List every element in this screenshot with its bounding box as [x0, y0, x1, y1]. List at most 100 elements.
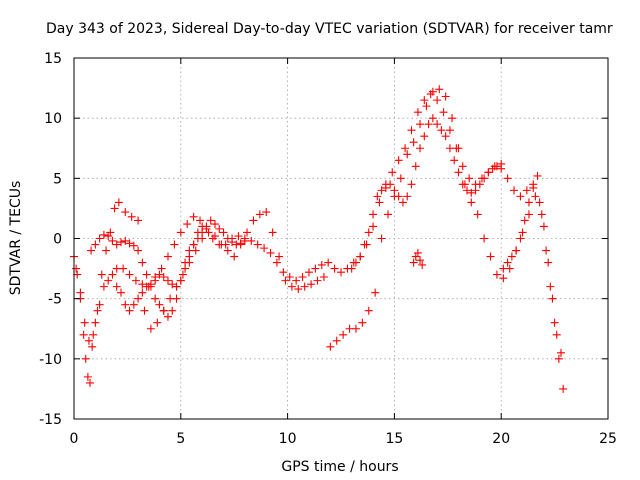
data-point — [157, 264, 166, 273]
data-point — [377, 186, 386, 195]
data-point — [522, 186, 531, 195]
data-point — [83, 372, 92, 381]
data-point — [230, 252, 239, 261]
data-point — [97, 270, 106, 279]
data-point — [557, 348, 566, 357]
x-tick-label: 0 — [70, 431, 79, 447]
data-point — [134, 294, 143, 303]
data-point — [326, 342, 335, 351]
data-point — [475, 180, 484, 189]
x-tick-label: 5 — [176, 431, 185, 447]
y-tick-labels: -15 -10 -5 0 5 10 15 — [39, 51, 62, 428]
data-point — [535, 198, 544, 207]
data-point — [529, 180, 538, 189]
data-point — [492, 270, 501, 279]
data-point — [319, 273, 328, 282]
data-point — [146, 280, 155, 289]
data-point — [104, 232, 113, 241]
data-point — [108, 270, 117, 279]
data-point — [79, 330, 88, 339]
data-point — [125, 270, 134, 279]
data-point — [249, 216, 258, 225]
data-point — [510, 186, 519, 195]
data-point — [428, 114, 437, 123]
data-point — [454, 168, 463, 177]
data-point — [394, 156, 403, 165]
data-point — [163, 252, 172, 261]
data-point — [533, 171, 542, 180]
data-point — [369, 222, 378, 231]
data-point — [93, 306, 102, 315]
data-point — [390, 186, 399, 195]
axis-ticks — [73, 57, 609, 420]
data-point — [401, 144, 410, 153]
data-point — [358, 318, 367, 327]
data-point — [206, 216, 215, 225]
data-point — [189, 212, 198, 221]
data-point — [253, 240, 262, 249]
data-point — [219, 228, 228, 237]
y-tick-label: 15 — [44, 51, 62, 67]
data-point — [488, 164, 497, 173]
data-point — [81, 354, 90, 363]
data-point — [550, 318, 559, 327]
data-point — [554, 354, 563, 363]
data-point — [520, 216, 529, 225]
data-point — [507, 252, 516, 261]
data-point — [172, 294, 181, 303]
data-point — [407, 180, 416, 189]
data-point — [398, 198, 407, 207]
data-point — [223, 234, 232, 243]
data-point — [503, 258, 512, 267]
data-point — [178, 270, 187, 279]
data-point — [537, 210, 546, 219]
data-point — [155, 270, 164, 279]
data-point — [76, 288, 85, 297]
data-point — [272, 258, 281, 267]
data-point — [371, 288, 380, 297]
data-point — [172, 282, 181, 291]
data-point — [386, 180, 395, 189]
data-point — [484, 168, 493, 177]
data-point — [121, 300, 130, 309]
data-point — [377, 234, 386, 243]
data-point — [441, 92, 450, 101]
data-point — [304, 268, 313, 277]
data-point — [243, 228, 252, 237]
data-point — [409, 258, 418, 267]
y-axis-label: SDTVAR / TECUs — [8, 181, 24, 296]
data-point — [240, 236, 249, 245]
data-point — [499, 264, 508, 273]
data-point — [539, 222, 548, 231]
data-point — [467, 188, 476, 197]
data-point — [163, 312, 172, 321]
data-point — [313, 276, 322, 285]
data-point — [409, 138, 418, 147]
x-tick-label: 20 — [492, 431, 510, 447]
data-point — [433, 96, 442, 105]
data-point — [552, 330, 561, 339]
data-point — [95, 234, 104, 243]
data-point — [151, 294, 160, 303]
data-point — [198, 222, 207, 231]
data-point — [544, 258, 553, 267]
data-point — [356, 252, 365, 261]
data-point — [223, 246, 232, 255]
data-point — [110, 204, 119, 213]
data-point — [407, 126, 416, 135]
data-point — [86, 378, 95, 387]
data-point — [228, 238, 237, 247]
data-point — [108, 236, 117, 245]
data-point — [396, 174, 405, 183]
data-point — [168, 280, 177, 289]
data-point — [492, 162, 501, 171]
data-point — [559, 384, 568, 393]
data-point — [480, 174, 489, 183]
data-point — [91, 318, 100, 327]
data-point — [112, 282, 121, 291]
data-point — [262, 208, 271, 217]
x-tick-label: 15 — [385, 431, 403, 447]
data-point — [170, 240, 179, 249]
data-point — [285, 273, 294, 282]
data-point — [168, 306, 177, 315]
